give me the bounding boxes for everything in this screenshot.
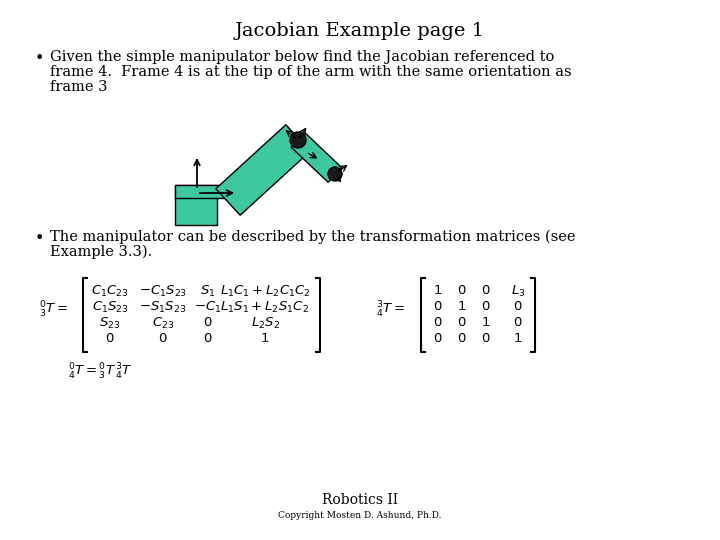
Bar [175,185,250,198]
Text: $0$: $0$ [433,316,443,329]
Text: $1$: $1$ [433,285,443,298]
Text: $0$: $0$ [203,316,212,329]
Text: $-C_1$: $-C_1$ [194,300,222,314]
Text: $0$: $0$ [513,316,523,329]
Text: $0$: $0$ [105,333,114,346]
Text: $S_{23}$: $S_{23}$ [99,315,121,330]
Text: $0$: $0$ [158,333,168,346]
Text: $0$: $0$ [457,285,467,298]
Text: $L_3$: $L_3$ [510,284,526,299]
Text: $L_2S_2$: $L_2S_2$ [251,315,279,330]
Text: $1$: $1$ [513,333,523,346]
Text: Given the simple manipulator below find the Jacobian referenced to: Given the simple manipulator below find … [50,50,554,64]
Text: The manipulator can be described by the transformation matrices (see: The manipulator can be described by the … [50,230,575,245]
Text: $^3_4T =$: $^3_4T =$ [377,300,405,320]
Text: Robotics II: Robotics II [322,493,398,507]
Text: $0$: $0$ [457,333,467,346]
Text: Example 3.3).: Example 3.3). [50,245,152,259]
Text: $0$: $0$ [481,300,491,314]
Text: frame 3: frame 3 [50,80,107,94]
Text: •: • [35,230,45,247]
Text: $0$: $0$ [433,300,443,314]
Text: $S_1$: $S_1$ [200,284,216,299]
Polygon shape [216,125,310,215]
Text: $-S_1S_{23}$: $-S_1S_{23}$ [140,300,186,314]
Text: $L_1S_1+L_2S_1C_2$: $L_1S_1+L_2S_1C_2$ [220,300,310,314]
Text: Jacobian Example page 1: Jacobian Example page 1 [235,22,485,40]
Polygon shape [291,133,342,183]
Circle shape [328,167,342,181]
Text: $-C_1S_{23}$: $-C_1S_{23}$ [139,284,187,299]
Text: $^0_3T =$: $^0_3T =$ [40,300,68,320]
Bar [175,185,217,225]
Text: $C_1S_{23}$: $C_1S_{23}$ [91,300,128,314]
Text: $0$: $0$ [203,333,212,346]
Text: $C_{23}$: $C_{23}$ [152,315,174,330]
Text: •: • [35,50,45,67]
Text: $0$: $0$ [457,316,467,329]
Text: $1$: $1$ [457,300,467,314]
Text: Copyright Mosten D. Ashund, Ph.D.: Copyright Mosten D. Ashund, Ph.D. [278,511,442,521]
Text: $0$: $0$ [433,333,443,346]
Text: frame 4.  Frame 4 is at the tip of the arm with the same orientation as: frame 4. Frame 4 is at the tip of the ar… [50,65,572,79]
Circle shape [290,132,306,148]
Text: $L_1C_1+L_2C_1C_2$: $L_1C_1+L_2C_1C_2$ [220,284,310,299]
Text: $0$: $0$ [513,300,523,314]
Text: $1$: $1$ [261,333,269,346]
Text: $0$: $0$ [481,285,491,298]
Text: $0$: $0$ [481,333,491,346]
Text: $^0_4T = {}^0_3T\,{}^3_4T$: $^0_4T = {}^0_3T\,{}^3_4T$ [68,362,132,382]
Text: $C_1C_{23}$: $C_1C_{23}$ [91,284,129,299]
Text: $1$: $1$ [482,316,490,329]
